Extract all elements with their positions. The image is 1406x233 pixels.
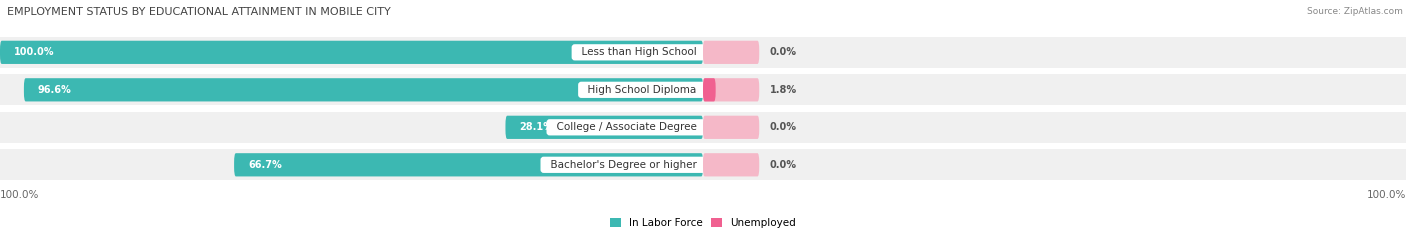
FancyBboxPatch shape — [703, 112, 1406, 143]
FancyBboxPatch shape — [703, 41, 759, 64]
Legend: In Labor Force, Unemployed: In Labor Force, Unemployed — [610, 218, 796, 228]
Text: High School Diploma: High School Diploma — [581, 85, 703, 95]
FancyBboxPatch shape — [0, 41, 703, 64]
FancyBboxPatch shape — [24, 78, 703, 101]
FancyBboxPatch shape — [703, 153, 759, 176]
FancyBboxPatch shape — [0, 75, 703, 105]
Text: Bachelor's Degree or higher: Bachelor's Degree or higher — [544, 160, 703, 170]
Text: 1.8%: 1.8% — [770, 85, 797, 95]
FancyBboxPatch shape — [0, 37, 703, 68]
FancyBboxPatch shape — [703, 116, 759, 139]
Text: 96.6%: 96.6% — [38, 85, 72, 95]
FancyBboxPatch shape — [703, 149, 1406, 180]
Text: 28.1%: 28.1% — [520, 122, 554, 132]
Text: 100.0%: 100.0% — [14, 47, 55, 57]
Text: 0.0%: 0.0% — [770, 47, 797, 57]
Text: EMPLOYMENT STATUS BY EDUCATIONAL ATTAINMENT IN MOBILE CITY: EMPLOYMENT STATUS BY EDUCATIONAL ATTAINM… — [7, 7, 391, 17]
FancyBboxPatch shape — [506, 116, 703, 139]
Text: Source: ZipAtlas.com: Source: ZipAtlas.com — [1308, 7, 1403, 16]
FancyBboxPatch shape — [0, 149, 703, 180]
Text: 0.0%: 0.0% — [770, 160, 797, 170]
Text: 0.0%: 0.0% — [770, 122, 797, 132]
FancyBboxPatch shape — [233, 153, 703, 176]
Text: 66.7%: 66.7% — [247, 160, 283, 170]
Text: 100.0%: 100.0% — [1367, 190, 1406, 200]
FancyBboxPatch shape — [0, 112, 703, 143]
Text: College / Associate Degree: College / Associate Degree — [550, 122, 703, 132]
Text: Less than High School: Less than High School — [575, 47, 703, 57]
Text: 100.0%: 100.0% — [0, 190, 39, 200]
FancyBboxPatch shape — [703, 37, 1406, 68]
FancyBboxPatch shape — [703, 78, 759, 101]
FancyBboxPatch shape — [703, 75, 1406, 105]
FancyBboxPatch shape — [703, 78, 716, 101]
